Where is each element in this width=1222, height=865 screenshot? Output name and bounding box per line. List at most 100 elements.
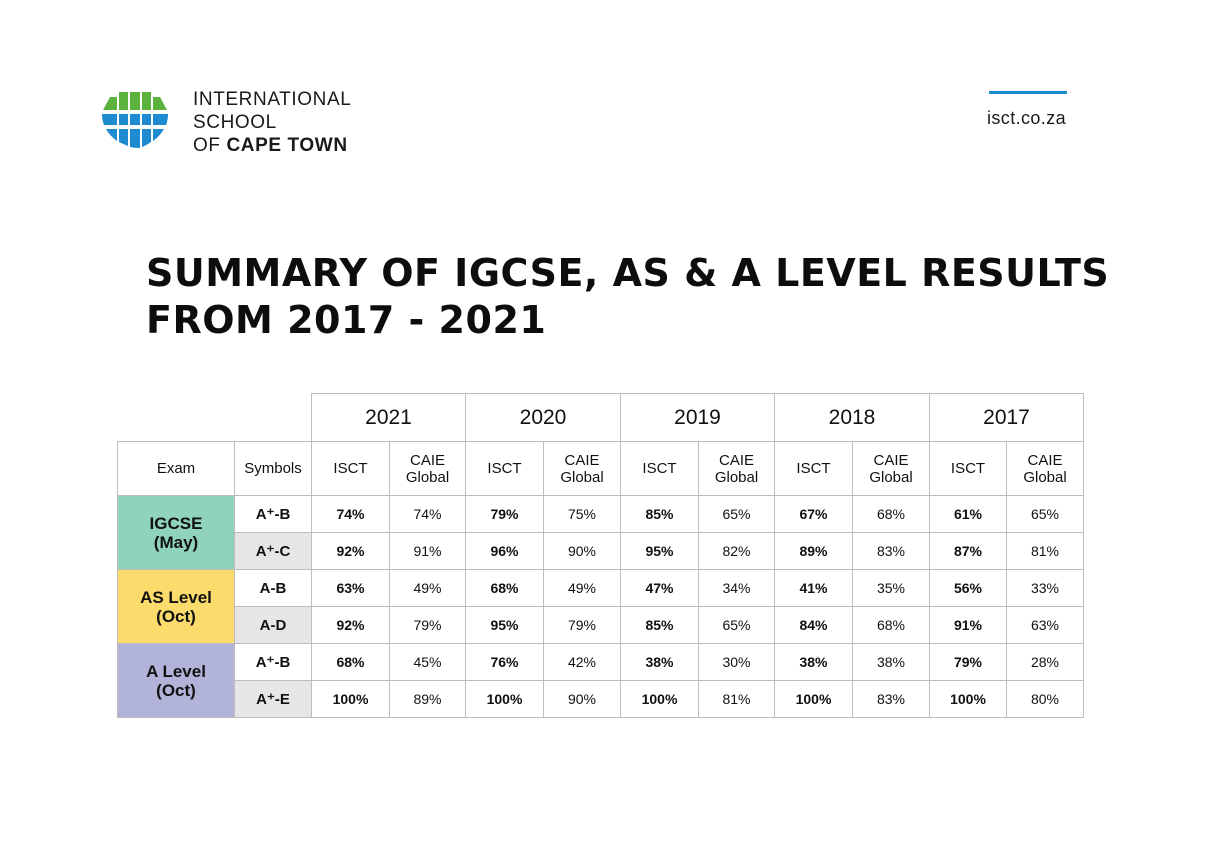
- caie-value-cell: 45%: [389, 643, 466, 681]
- caie-label: CAIE: [564, 451, 600, 469]
- results-body: IGCSE (May) A⁺-B 74% 74% 79% 75% 85% 65% 67% 68% 61…: [117, 495, 1084, 718]
- isct-value-cell: 100%: [774, 680, 853, 718]
- caie-value-cell: 49%: [543, 569, 621, 607]
- school-name-line-1: INTERNATIONAL: [193, 89, 352, 110]
- school-logo-icon: [102, 92, 168, 148]
- caie-value-cell: 81%: [1006, 532, 1084, 570]
- global-label: Global: [869, 468, 913, 486]
- caie-value-cell: 38%: [852, 643, 930, 681]
- isct-value-cell: 41%: [774, 569, 853, 607]
- isct-header: ISCT: [465, 441, 544, 496]
- table-row: A⁺-C 92% 91% 96% 90% 95% 82% 89% 83% 87% 81%: [118, 532, 1084, 570]
- caie-value-cell: 90%: [543, 532, 621, 570]
- caie-value-cell: 65%: [698, 606, 775, 644]
- caie-value-cell: 42%: [543, 643, 621, 681]
- results-table: 2021 2020 2019 2018 2017 Exam Symbols IS…: [117, 393, 1084, 718]
- isct-value-cell: 96%: [465, 532, 544, 570]
- exam-session: (May): [153, 532, 199, 552]
- school-name-cape-town: CAPE TOWN: [226, 135, 348, 156]
- caie-label: CAIE: [409, 451, 445, 469]
- table-row: AS Level (Oct) A-B 63% 49% 68% 49% 47% 34% 41% 35%…: [117, 569, 1084, 644]
- year-header: 2021: [311, 393, 466, 442]
- exam-name-cell: A Level (Oct): [117, 643, 235, 718]
- symbol-cell: A⁺-B: [234, 495, 312, 533]
- isct-value-cell: 68%: [465, 569, 544, 607]
- caie-label: CAIE: [718, 451, 754, 469]
- isct-value-cell: 100%: [311, 680, 390, 718]
- school-name-of: OF: [193, 135, 221, 156]
- year-header-row: 2021 2020 2019 2018 2017: [117, 393, 1084, 442]
- table-row: A⁺-E 100% 89% 100% 90% 100% 81% 100% 83% 100% 80%: [118, 680, 1084, 718]
- school-name: INTERNATIONAL SCHOOL OF CAPE TOWN: [193, 88, 351, 157]
- caie-value-cell: 33%: [1006, 569, 1084, 607]
- isct-value-cell: 95%: [620, 532, 699, 570]
- caie-header: CAIE Global: [389, 441, 466, 496]
- year-header: 2017: [929, 393, 1084, 442]
- symbols-header: Symbols: [234, 441, 312, 496]
- symbol-cell: A⁺-B: [234, 643, 312, 681]
- isct-value-cell: 68%: [311, 643, 390, 681]
- caie-header: CAIE Global: [698, 441, 775, 496]
- isct-value-cell: 38%: [774, 643, 853, 681]
- exam-session: (Oct): [156, 606, 196, 626]
- isct-value-cell: 85%: [620, 495, 699, 533]
- isct-header: ISCT: [774, 441, 853, 496]
- caie-value-cell: 81%: [698, 680, 775, 718]
- isct-value-cell: 79%: [929, 643, 1007, 681]
- caie-label: CAIE: [1027, 451, 1063, 469]
- caie-value-cell: 28%: [1006, 643, 1084, 681]
- year-header: 2019: [620, 393, 775, 442]
- isct-value-cell: 100%: [465, 680, 544, 718]
- blank-corner: [117, 393, 312, 442]
- caie-header: CAIE Global: [543, 441, 621, 496]
- isct-value-cell: 95%: [465, 606, 544, 644]
- school-name-line-2: SCHOOL: [193, 112, 277, 133]
- global-label: Global: [560, 468, 604, 486]
- isct-value-cell: 61%: [929, 495, 1007, 533]
- caie-value-cell: 79%: [389, 606, 466, 644]
- isct-value-cell: 56%: [929, 569, 1007, 607]
- global-label: Global: [714, 468, 759, 486]
- caie-value-cell: 35%: [852, 569, 930, 607]
- exam-name: A Level: [146, 661, 206, 681]
- isct-value-cell: 76%: [465, 643, 544, 681]
- caie-value-cell: 74%: [389, 495, 466, 533]
- caie-value-cell: 82%: [698, 532, 775, 570]
- year-header: 2020: [465, 393, 621, 442]
- table-row: A-D 92% 79% 95% 79% 85% 65% 84% 68% 91% 63%: [118, 606, 1084, 644]
- isct-value-cell: 63%: [311, 569, 390, 607]
- caie-value-cell: 65%: [1006, 495, 1084, 533]
- global-label: Global: [1023, 468, 1067, 486]
- isct-value-cell: 74%: [311, 495, 390, 533]
- isct-value-cell: 89%: [774, 532, 853, 570]
- isct-value-cell: 47%: [620, 569, 699, 607]
- website-url: isct.co.za: [987, 108, 1067, 128]
- isct-header: ISCT: [311, 441, 390, 496]
- exam-name: IGCSE: [149, 513, 203, 533]
- isct-value-cell: 67%: [774, 495, 853, 533]
- page-title-line-1: SUMMARY OF IGCSE, AS & A LEVEL RESULTS: [146, 251, 1110, 295]
- caie-value-cell: 90%: [543, 680, 621, 718]
- isct-value-cell: 91%: [929, 606, 1007, 644]
- caie-value-cell: 89%: [389, 680, 466, 718]
- table-row: IGCSE (May) A⁺-B 74% 74% 79% 75% 85% 65% 67% 68% 61…: [117, 495, 1084, 570]
- isct-value-cell: 100%: [620, 680, 699, 718]
- isct-header: ISCT: [620, 441, 699, 496]
- symbol-cell: A⁺-C: [234, 532, 312, 570]
- exam-session: (Oct): [156, 680, 196, 700]
- school-name-line-3: OF CAPE TOWN: [193, 134, 351, 157]
- caie-header: CAIE Global: [852, 441, 930, 496]
- caie-value-cell: 49%: [389, 569, 466, 607]
- exam-name-cell: IGCSE (May): [117, 495, 235, 570]
- exam-name-cell: AS Level (Oct): [117, 569, 235, 644]
- isct-value-cell: 92%: [311, 532, 390, 570]
- isct-value-cell: 85%: [620, 606, 699, 644]
- caie-value-cell: 83%: [852, 680, 930, 718]
- caie-value-cell: 63%: [1006, 606, 1084, 644]
- caie-value-cell: 68%: [852, 495, 930, 533]
- isct-value-cell: 38%: [620, 643, 699, 681]
- table-row: A Level (Oct) A⁺-B 68% 45% 76% 42% 38% 30% 38% 38%…: [117, 643, 1084, 718]
- isct-header: ISCT: [929, 441, 1007, 496]
- symbol-cell: A-B: [234, 569, 312, 607]
- caie-value-cell: 91%: [389, 532, 466, 570]
